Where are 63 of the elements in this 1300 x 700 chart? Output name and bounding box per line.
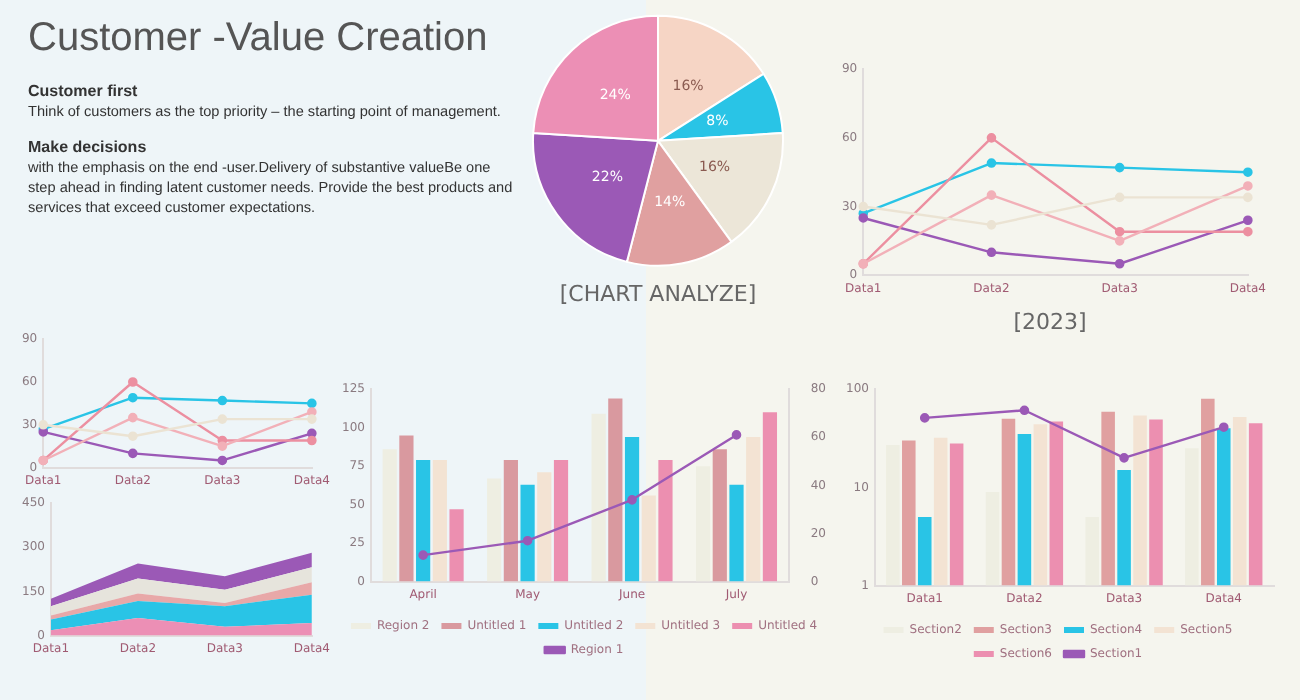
point [1119,453,1129,463]
point [1114,236,1125,246]
point [127,448,138,459]
point [858,201,869,212]
bar [762,412,778,582]
point [986,190,997,200]
point [986,247,997,258]
bar [712,449,727,582]
point [1243,181,1253,191]
point [1218,422,1229,433]
bar [416,460,431,582]
point [919,413,930,423]
bar [658,460,673,582]
point [627,495,637,505]
point [307,435,317,446]
point [731,430,742,440]
point [418,550,428,560]
point [307,414,317,424]
text: [2023] [1013,308,1087,335]
point [217,414,228,424]
point [127,377,138,387]
point [1243,192,1253,203]
point [127,431,138,442]
point [986,158,997,168]
point [217,455,228,466]
bar [729,484,744,582]
bar [432,460,447,582]
bar [695,466,711,582]
point [1114,226,1125,237]
bar [624,436,640,582]
text: [CHART ANALYZE] [559,280,757,307]
bar [449,509,464,582]
point [858,213,869,223]
bar [537,472,552,582]
bar [520,484,535,582]
point [307,398,317,409]
point [1114,258,1125,269]
bar [746,436,761,582]
bar [399,435,414,582]
bar [503,460,518,582]
point [1243,215,1253,226]
point [1114,192,1125,203]
point [986,220,997,230]
bar [382,449,397,582]
point [986,133,997,143]
bar [591,413,606,582]
point [1114,162,1125,173]
bar [553,460,569,582]
point [1243,167,1253,177]
point [217,441,228,451]
point [1019,405,1030,416]
point [1243,226,1253,237]
text: Make decisions [28,138,149,158]
point [127,412,138,423]
point [522,535,533,546]
bar [608,398,623,582]
point [217,395,228,406]
bar [487,478,502,582]
point [127,392,138,403]
point [307,407,317,417]
text: Customer -Value Creation [28,16,490,62]
bar [641,495,656,582]
text: Customer first [28,82,140,102]
